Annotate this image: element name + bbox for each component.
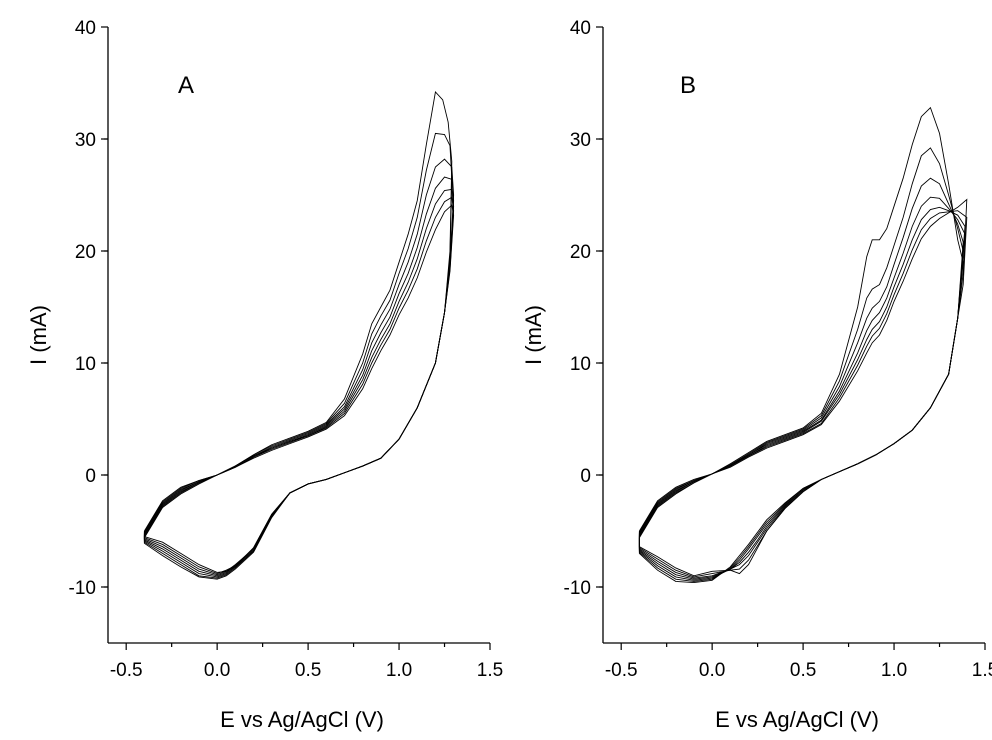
x-tick-label: 0.0 [204, 660, 230, 681]
x-tick-label: -0.5 [110, 660, 143, 681]
curves [638, 106, 968, 583]
y-tick-label: -10 [69, 578, 96, 599]
y-tick-label: 30 [570, 130, 591, 151]
x-axis-title: E vs Ag/AgCl (V) [220, 707, 384, 732]
cycle-curve-5 [638, 206, 966, 581]
cycle-curve-2 [638, 147, 964, 578]
cycle-curve-2 [143, 132, 453, 575]
x-tick-label: 1.0 [881, 660, 907, 681]
x-tick-label: 0.5 [790, 660, 816, 681]
x-tick-label: -0.5 [605, 660, 638, 681]
cycle-curve-3 [638, 177, 964, 579]
y-tick-label: 20 [75, 242, 96, 263]
cycle-curve-6 [143, 196, 455, 579]
cycle-curve-4 [638, 196, 966, 580]
x-tick-label: 1.5 [477, 660, 503, 681]
curves [143, 90, 455, 580]
panel-a: -10 0 10 20 30 40 -0.5 0.0 0.5 1.0 1.5 E vs Ag/AgCl… [26, 18, 503, 732]
y-tick-label: 30 [75, 130, 96, 151]
cycle-curve-7 [638, 198, 968, 583]
y-tick-label: 10 [75, 354, 96, 375]
panel-label: B [680, 72, 696, 99]
y-axis-title: I (mA) [26, 305, 51, 365]
y-tick-label: 10 [570, 354, 591, 375]
y-tick-label: 40 [75, 18, 96, 39]
y-tick-label: 0 [85, 466, 96, 487]
panel-label: A [178, 72, 194, 99]
cycle-curve-5 [143, 188, 455, 578]
y-tick-label: 40 [570, 18, 591, 39]
x-tick-label: 1.5 [972, 660, 992, 681]
cycle-curve-1 [143, 90, 453, 573]
y-tick-label: 20 [570, 242, 591, 263]
x-tick-label: 0.5 [295, 660, 321, 681]
cycle-curve-3 [143, 158, 455, 576]
x-tick-label: 1.0 [386, 660, 412, 681]
x-tick-label: 0.0 [699, 660, 725, 681]
y-tick-label: 0 [580, 466, 591, 487]
y-axis-title: I (mA) [521, 305, 546, 365]
x-axis-title: E vs Ag/AgCl (V) [715, 707, 879, 732]
y-tick-label: -10 [564, 578, 591, 599]
cycle-curve-7 [143, 204, 455, 580]
cycle-curve-6 [638, 210, 968, 582]
panel-b: -10 0 10 20 30 40 -0.5 0.0 0.5 1.0 1.5 E vs Ag/AgCl… [521, 18, 992, 732]
